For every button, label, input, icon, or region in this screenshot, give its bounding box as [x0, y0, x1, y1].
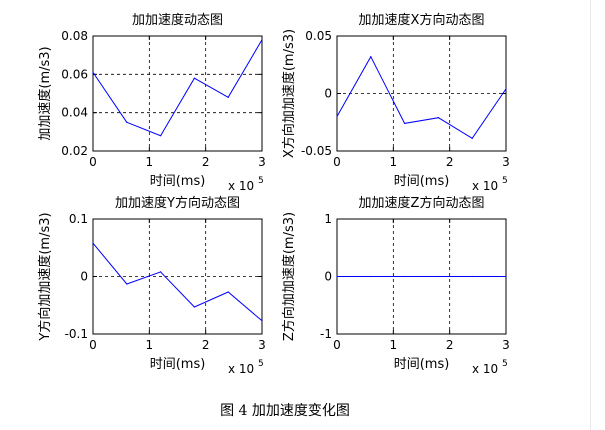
- data-point: [437, 275, 439, 278]
- x-tick-label: 0: [89, 155, 97, 169]
- y-tick-label: -0.05: [301, 144, 332, 158]
- x-tick-label: 0: [333, 155, 341, 169]
- y-tick-label: 0.1: [69, 212, 88, 226]
- series-line: [336, 55, 507, 139]
- y-tick-label: 0.02: [61, 144, 88, 158]
- data-point: [370, 275, 372, 278]
- data-point: [92, 242, 94, 244]
- x-tick-label: 2: [446, 155, 454, 169]
- x-exponent-power: 5: [258, 176, 264, 186]
- data-point: [336, 115, 338, 118]
- y-axis-label: Z方向加加速度(m/s3): [281, 212, 297, 341]
- series-line: [92, 39, 263, 137]
- figure-caption: 图 4 加加速度变化图: [220, 403, 350, 419]
- x-exponent-power: 5: [258, 359, 264, 369]
- x-axis-label: 时间(ms): [394, 357, 450, 372]
- y-axis-label: Y方向加加速度(m/s3): [37, 212, 53, 341]
- data-point: [404, 122, 406, 124]
- x-tick-label: 3: [502, 338, 510, 352]
- series-line: [92, 242, 263, 322]
- x-tick-label: 1: [390, 155, 398, 169]
- data-point: [126, 121, 128, 123]
- chart-title: 加加速度Z方向动态图: [359, 195, 485, 211]
- data-point: [160, 271, 162, 273]
- x-tick-label: 3: [258, 155, 266, 169]
- chart-title: 加加速度Y方向动态图: [115, 195, 240, 211]
- y-tick-label: 0.06: [61, 67, 88, 81]
- y-tick-label: 0.08: [61, 29, 88, 43]
- x-axis-label: 时间(ms): [150, 357, 206, 372]
- data-point: [404, 275, 406, 278]
- data-point: [261, 39, 263, 41]
- data-point: [193, 77, 195, 79]
- y-tick-label: -0.1: [65, 327, 88, 341]
- x-exponent-base: x 10: [472, 179, 498, 193]
- data-point: [261, 320, 263, 322]
- data-point: [92, 71, 94, 74]
- data-point: [370, 56, 372, 58]
- page-edge-divider: [590, 0, 591, 430]
- x-tick-label: 1: [146, 155, 154, 169]
- data-point: [471, 275, 473, 278]
- x-exponent-base: x 10: [472, 362, 498, 376]
- data-point: [505, 275, 507, 278]
- x-tick-label: 2: [446, 338, 454, 352]
- data-point: [471, 137, 473, 139]
- chart-title: 加加速度动态图: [132, 12, 223, 28]
- y-tick-label: 0.05: [305, 29, 332, 43]
- y-tick-label: -1: [320, 327, 332, 341]
- x-tick-label: 0: [333, 338, 341, 352]
- x-exponent-base: x 10: [228, 362, 254, 376]
- y-axis-label: 加加速度(m/s3): [37, 46, 53, 140]
- y-tick-label: 0: [80, 270, 88, 284]
- data-point: [126, 283, 128, 285]
- data-point: [505, 88, 507, 90]
- data-point: [193, 306, 195, 308]
- x-exponent-power: 5: [502, 176, 508, 186]
- chart-title: 加加速度X方向动态图: [359, 12, 485, 28]
- x-tick-label: 3: [258, 338, 266, 352]
- data-point: [227, 291, 229, 293]
- plot-frame: [92, 35, 263, 152]
- y-tick-label: 0.04: [61, 106, 88, 120]
- x-axis-label: 时间(ms): [394, 174, 450, 189]
- y-tick-label: 0: [324, 270, 332, 284]
- x-tick-label: 2: [202, 338, 210, 352]
- x-tick-label: 0: [89, 338, 97, 352]
- data-point: [336, 275, 338, 278]
- data-point: [160, 135, 162, 137]
- x-tick-label: 3: [502, 155, 510, 169]
- data-point: [227, 96, 229, 98]
- y-tick-label: 0: [324, 87, 332, 101]
- x-tick-label: 1: [390, 338, 398, 352]
- x-exponent-power: 5: [502, 359, 508, 369]
- x-exponent-base: x 10: [228, 179, 254, 193]
- x-tick-label: 1: [146, 338, 154, 352]
- y-axis-label: X方向加加速度(m/s3): [281, 29, 297, 158]
- y-tick-label: 1: [324, 212, 332, 226]
- x-axis-label: 时间(ms): [150, 174, 206, 189]
- data-point: [437, 117, 439, 119]
- x-tick-label: 2: [202, 155, 210, 169]
